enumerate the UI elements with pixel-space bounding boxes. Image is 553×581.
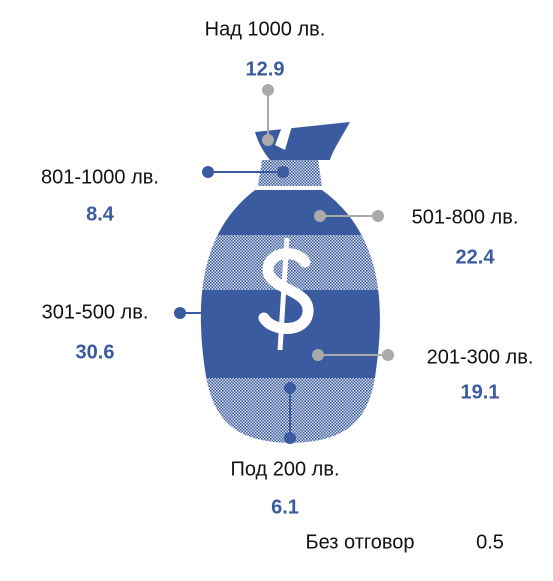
value-label: 8.4 [86, 203, 115, 225]
connector-end [312, 349, 324, 361]
value-label: 6.1 [271, 496, 299, 518]
value-label: 30.6 [76, 341, 115, 363]
category-label: Без отговор [305, 531, 414, 553]
connector-dot [284, 432, 296, 444]
category-label: 501-800 лв. [412, 206, 519, 228]
connector-end [277, 166, 289, 178]
connector-dot [262, 84, 274, 96]
category-label: 201-300 лв. [427, 346, 534, 368]
value-label: 19.1 [461, 381, 500, 403]
connector-end [262, 134, 274, 146]
category-label: Под 200 лв. [230, 458, 339, 480]
category-label: 801-1000 лв. [41, 166, 159, 188]
value-label: 22.4 [456, 246, 496, 268]
category-label: Над 1000 лв. [205, 18, 326, 40]
connector-end [284, 382, 296, 394]
value-label: 0.5 [476, 531, 504, 553]
connector-dot [372, 210, 384, 222]
value-label: 12.9 [246, 58, 285, 80]
category-label: 301-500 лв. [42, 301, 149, 323]
connector-dot [174, 307, 186, 319]
connector-end [314, 210, 326, 222]
connector-end [244, 307, 256, 319]
connector-dot [202, 166, 214, 178]
connector-dot [382, 349, 394, 361]
